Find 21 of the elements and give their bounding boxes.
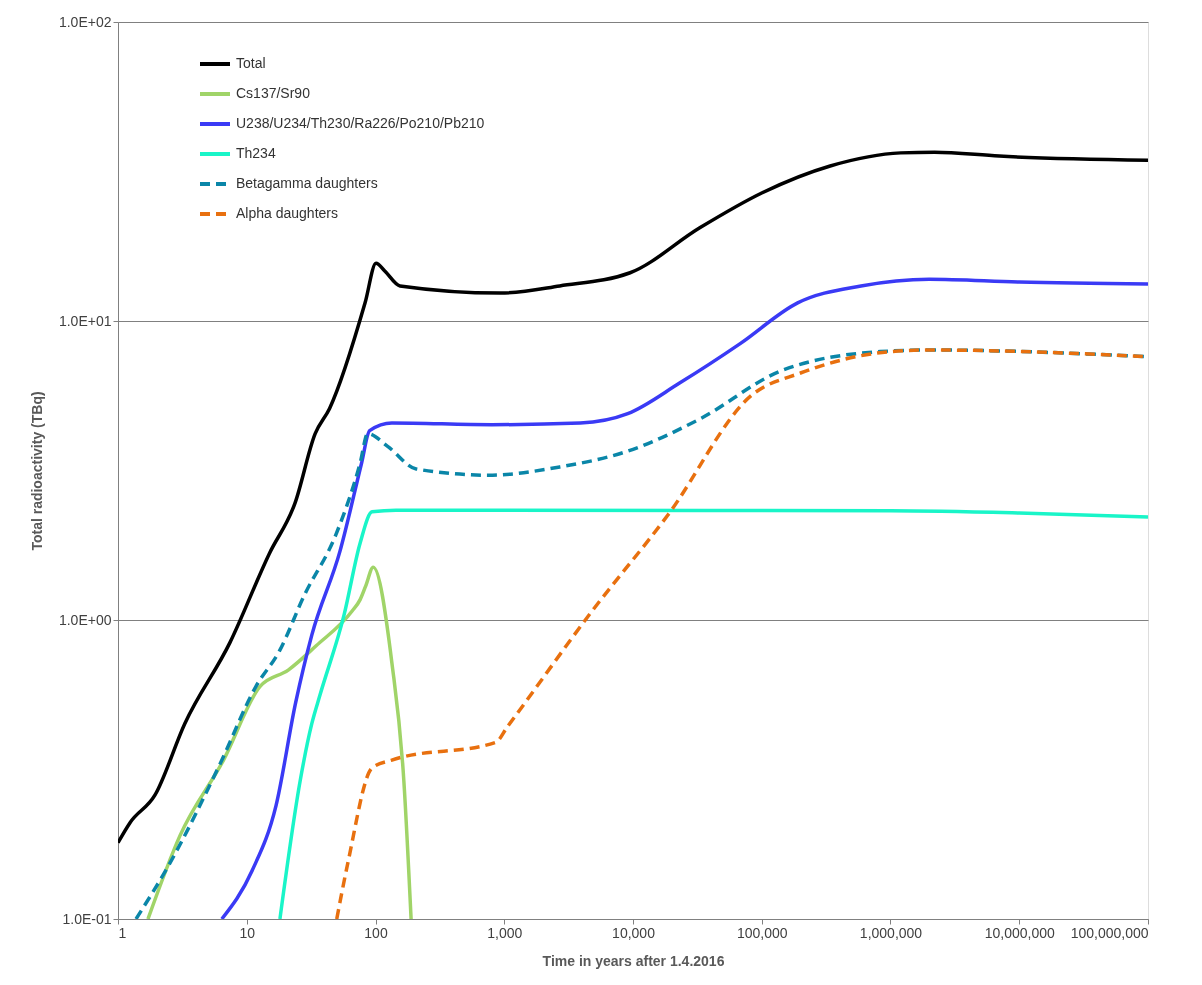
x-tick-label: 1,000,000 (859, 924, 923, 941)
x-tick-label: 100 (364, 924, 388, 941)
x-tick-label: 1 (118, 924, 127, 941)
legend-label: Th234 (236, 145, 276, 161)
x-tick-label: 10,000,000 (984, 924, 1055, 941)
y-tick-label: 1.0E+01 (58, 312, 112, 329)
legend-label: U238/U234/Th230/Ra226/Po210/Pb210 (236, 115, 485, 131)
legend-label: Alpha daughters (236, 205, 338, 221)
x-axis-title: Time in years after 1.4.2016 (542, 952, 725, 969)
x-tick-label: 100,000,000 (1070, 924, 1149, 941)
y-tick-label: 1.0E+00 (58, 611, 112, 628)
x-tick-label: 10,000 (612, 924, 656, 941)
x-tick-label: 100,000 (736, 924, 788, 941)
x-tick-label: 10 (239, 924, 256, 941)
y-tick-label: 1.0E-01 (62, 910, 112, 927)
legend-label: Cs137/Sr90 (236, 85, 311, 101)
legend-label: Betagamma daughters (236, 175, 378, 191)
y-tick-label: 1.0E+02 (58, 13, 112, 30)
legend-label: Total (236, 55, 266, 71)
y-axis-title: Total radioactivity (TBq) (28, 391, 45, 551)
x-tick-label: 1,000 (487, 924, 523, 941)
